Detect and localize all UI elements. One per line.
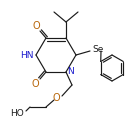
Text: HO: HO [10,109,24,118]
Text: O: O [52,93,60,103]
Text: N: N [68,67,74,75]
Text: HN: HN [20,51,34,60]
Text: O: O [32,21,40,31]
Text: O: O [31,79,39,89]
Text: Se: Se [92,44,104,53]
